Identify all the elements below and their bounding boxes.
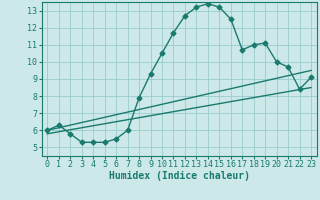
X-axis label: Humidex (Indice chaleur): Humidex (Indice chaleur) [109, 171, 250, 181]
